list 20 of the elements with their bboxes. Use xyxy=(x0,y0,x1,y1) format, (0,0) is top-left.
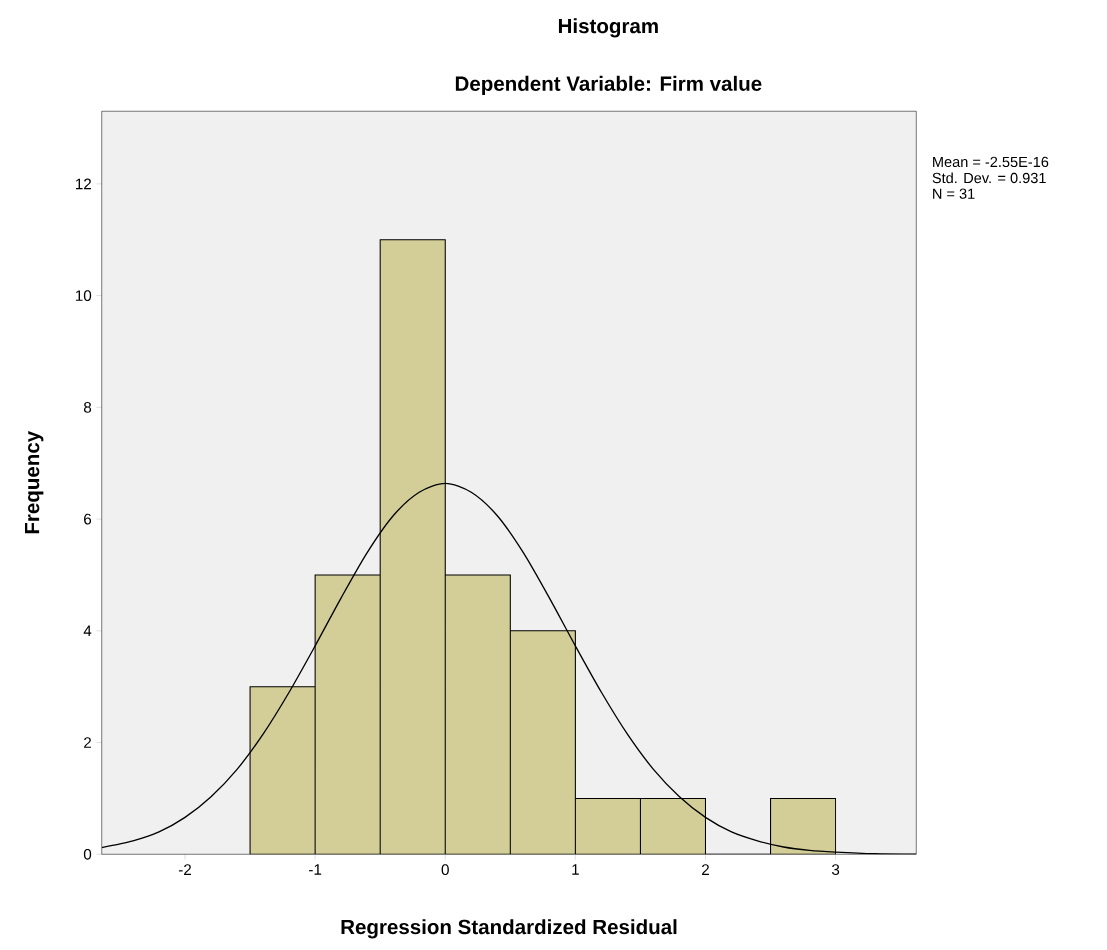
x-tick-label: 1 xyxy=(572,864,579,875)
text: Std. Dev. = 0.931 xyxy=(932,172,1046,184)
y-tick-label: 4 xyxy=(83,625,92,637)
chart-title: Histogram xyxy=(558,18,658,38)
x-tick-label: -2 xyxy=(178,864,192,876)
y-axis-title: Frequency xyxy=(24,431,44,534)
y-tick-label: 12 xyxy=(75,178,91,190)
x-tick-label: 3 xyxy=(831,864,840,876)
text: N = 31 xyxy=(933,188,975,200)
text: Mean = -2.55E-16 xyxy=(933,156,1049,168)
y-tick-label: 0 xyxy=(83,849,92,860)
x-axis-title: Regression Standardized Residual xyxy=(341,919,677,939)
x-tick-label: 2 xyxy=(702,864,709,876)
y-tick-label: 6 xyxy=(84,513,92,525)
y-tick-label: 10 xyxy=(75,290,92,302)
y-tick-label: 8 xyxy=(83,402,92,413)
chart-subtitle: Dependent Variable: Firm value xyxy=(455,76,762,96)
x-tick-label: 0 xyxy=(441,864,449,876)
x-tick-label: -1 xyxy=(309,864,322,875)
y-tick-label: 2 xyxy=(84,737,91,749)
